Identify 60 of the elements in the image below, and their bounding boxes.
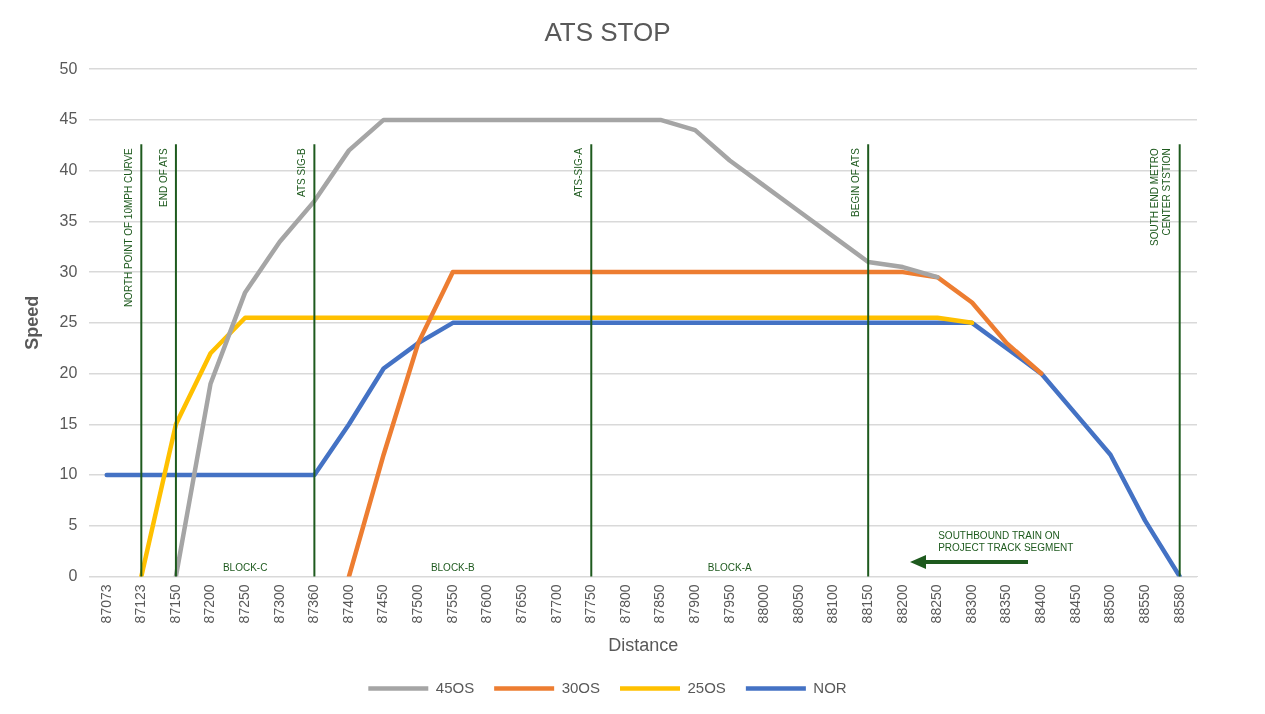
legend-label: NOR bbox=[813, 678, 847, 696]
y-tick-label: 15 bbox=[59, 414, 78, 432]
x-tick-label: 87700 bbox=[547, 584, 564, 624]
y-tick-label: 20 bbox=[59, 363, 78, 381]
annotation: BLOCK-C bbox=[222, 562, 268, 574]
x-tick-label: 88000 bbox=[755, 584, 772, 624]
annotation: BLOCK-A bbox=[707, 562, 753, 574]
y-tick-label: 50 bbox=[59, 59, 78, 77]
x-tick-label: 88450 bbox=[1066, 584, 1083, 624]
x-tick-label: 88350 bbox=[997, 584, 1014, 624]
x-tick-label: 87850 bbox=[651, 584, 668, 624]
y-tick-label: 0 bbox=[68, 566, 78, 584]
ref-line-label: ATS-SIG-A bbox=[573, 147, 585, 198]
x-tick-label: 88150 bbox=[859, 584, 876, 624]
x-tick-label: 88500 bbox=[1101, 584, 1118, 624]
y-tick-label: 5 bbox=[68, 516, 78, 534]
x-tick-label: 87800 bbox=[616, 584, 633, 624]
x-tick-label: 88050 bbox=[789, 584, 806, 624]
chart-title: ATS STOP bbox=[544, 16, 671, 47]
x-tick-label: 87300 bbox=[270, 584, 287, 624]
x-tick-label: 88300 bbox=[962, 584, 979, 624]
ref-line-label: SOUTH END METRO CENTER STSTION bbox=[1149, 147, 1173, 246]
ref-line-label: BEGIN OF ATS bbox=[849, 147, 861, 217]
x-tick-label: 87400 bbox=[339, 584, 356, 624]
annotation: BLOCK-B bbox=[430, 562, 476, 574]
y-tick-label: 30 bbox=[59, 262, 78, 280]
x-tick-label: 87150 bbox=[166, 584, 183, 624]
x-tick-label: 88550 bbox=[1135, 584, 1152, 624]
x-tick-label: 88400 bbox=[1032, 584, 1049, 624]
annotation: SOUTHBOUND TRAIN ON PROJECT TRACK SEGMENT bbox=[938, 530, 1074, 554]
x-tick-label: 88250 bbox=[928, 584, 945, 624]
x-axis-title: Distance bbox=[608, 635, 679, 656]
x-tick-label: 87250 bbox=[236, 584, 253, 624]
ref-line-label: NORTH POINT OF 10MPH CURVE bbox=[123, 147, 135, 308]
x-tick-label: 87073 bbox=[97, 584, 114, 624]
x-tick-label: 87600 bbox=[478, 584, 495, 624]
legend-label: 25OS bbox=[687, 678, 726, 696]
y-axis-title: Speed bbox=[21, 295, 42, 350]
x-tick-label: 87123 bbox=[132, 584, 149, 624]
x-tick-label: 87500 bbox=[409, 584, 426, 624]
x-tick-label: 87550 bbox=[443, 584, 460, 624]
x-tick-label: 87360 bbox=[305, 584, 322, 624]
legend-label: 30OS bbox=[561, 678, 601, 696]
ref-line-label: ATS SIG-B bbox=[296, 147, 308, 197]
x-tick-label: 87450 bbox=[374, 584, 391, 624]
y-tick-label: 45 bbox=[59, 110, 78, 128]
ref-line-label: END OF ATS bbox=[157, 147, 169, 207]
y-tick-label: 35 bbox=[59, 211, 78, 229]
legend-label: 45OS bbox=[435, 678, 475, 696]
x-tick-label: 87900 bbox=[685, 584, 702, 624]
x-tick-label: 87650 bbox=[512, 584, 529, 624]
x-tick-label: 87750 bbox=[582, 584, 599, 624]
x-tick-label: 87200 bbox=[201, 584, 218, 624]
x-tick-label: 88100 bbox=[824, 584, 841, 624]
y-tick-label: 25 bbox=[59, 313, 78, 331]
y-tick-label: 10 bbox=[59, 465, 78, 483]
x-tick-label: 88200 bbox=[893, 584, 910, 624]
y-tick-label: 40 bbox=[59, 161, 78, 179]
x-tick-label: 88580 bbox=[1170, 584, 1187, 624]
x-tick-label: 87950 bbox=[720, 584, 737, 624]
